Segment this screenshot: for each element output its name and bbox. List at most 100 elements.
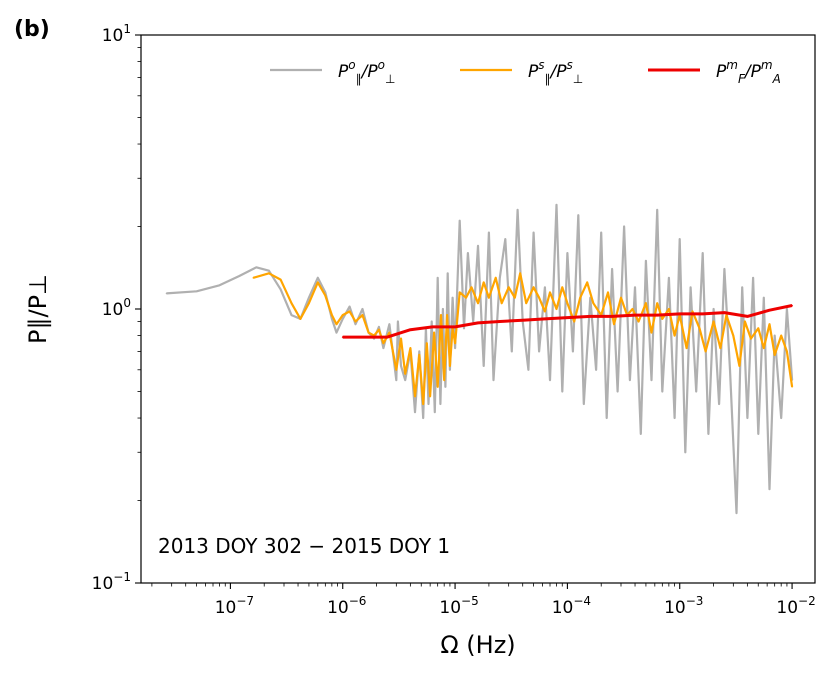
series-0-point — [729, 369, 731, 371]
series-0-point — [395, 379, 398, 381]
series-0-point — [504, 238, 507, 240]
series-2-point — [791, 304, 793, 307]
series-0-point — [668, 277, 670, 279]
series-1-point — [592, 302, 595, 305]
series-1-point — [290, 302, 293, 305]
series-1-point — [317, 281, 319, 284]
series-0-point — [458, 219, 461, 222]
series-1-point — [418, 354, 421, 356]
series-0-point — [439, 403, 442, 405]
legend-item-0: Po∥/Po⊥ — [270, 58, 395, 86]
series-0-point — [650, 379, 653, 381]
series-1-point — [704, 350, 707, 353]
legend-label: PmF/PmA — [716, 58, 781, 86]
series-1-point — [561, 286, 564, 289]
series-1-point — [409, 347, 412, 349]
series-2-point — [544, 318, 546, 320]
series-0-point — [238, 275, 241, 277]
x-axis-label: Ω (Hz) — [440, 631, 515, 659]
series-1-point — [378, 328, 380, 331]
x-tick-label: 10−3 — [664, 594, 703, 618]
series-2-point — [499, 320, 501, 323]
x-tick-label: 10−2 — [776, 594, 815, 618]
series-0-point — [279, 288, 282, 291]
series-1-point — [661, 318, 664, 320]
series-0-point — [673, 417, 676, 419]
series-0-point — [757, 433, 760, 435]
series-1-point — [566, 302, 569, 305]
panel-label: (b) — [14, 17, 50, 42]
series-0-point — [427, 403, 430, 405]
y-tick-label: 101 — [102, 22, 131, 46]
series-0-point — [454, 347, 456, 349]
series-1-point — [341, 314, 344, 316]
series-1-point — [465, 296, 467, 299]
series-1-point — [698, 327, 701, 330]
series-0-point — [661, 390, 664, 393]
series-1-point — [732, 334, 735, 337]
series-1-point — [607, 291, 609, 294]
series-0-point — [689, 286, 692, 289]
x-tick-label: 10−5 — [439, 594, 478, 618]
legend-item-1: Ps∥/Ps⊥ — [460, 58, 583, 86]
series-0-point — [492, 379, 495, 381]
series-0-point — [527, 369, 530, 371]
series-0-point — [763, 296, 765, 299]
series-1-point — [482, 281, 485, 284]
series-0-point — [434, 411, 436, 414]
series-0-point — [555, 204, 558, 206]
series-1-point — [763, 347, 765, 349]
series-0-point — [430, 320, 433, 323]
series-1-point — [429, 395, 431, 398]
series-1-point — [719, 347, 722, 349]
series-1-point — [422, 403, 425, 405]
y-tick-label: 100 — [102, 296, 131, 320]
series-1-point — [388, 331, 391, 334]
series-1-point — [544, 310, 546, 313]
series-0-point — [645, 260, 647, 262]
series-2-point — [678, 313, 681, 315]
series-1-point — [673, 334, 676, 337]
series-1-point — [620, 296, 622, 299]
series-2-point — [746, 315, 749, 318]
series-1-point — [538, 296, 540, 299]
series-0-point — [463, 327, 465, 330]
series-1-point — [354, 320, 357, 323]
series-0-point — [623, 225, 625, 228]
series-2-point — [723, 311, 726, 314]
series-0-point — [695, 390, 697, 393]
series-0-point — [723, 268, 726, 270]
series-2 — [341, 304, 793, 339]
series-1-point — [400, 337, 402, 340]
series-1-point — [691, 310, 694, 313]
series-0-point — [446, 272, 449, 275]
series-0-point — [451, 296, 454, 299]
series-0-point — [308, 296, 310, 299]
series-1-point — [477, 302, 479, 305]
series-1-point — [656, 302, 658, 305]
series-0-point — [701, 252, 704, 254]
series-2-point — [656, 314, 658, 316]
series-1-point — [791, 386, 793, 388]
series-0-point — [678, 238, 681, 240]
series-0-point — [780, 417, 782, 419]
series-0-point — [422, 417, 425, 419]
series-1-point — [768, 323, 771, 326]
series-0-line — [166, 203, 794, 515]
series-1-point — [573, 320, 575, 323]
series-0-point — [488, 231, 490, 234]
series-1-point — [488, 296, 490, 299]
y-axis-label: P∥/P⊥ — [24, 274, 52, 344]
series-1-point — [500, 302, 503, 305]
series-2-point — [521, 319, 524, 322]
series-1-point — [382, 342, 385, 345]
series-0-point — [511, 350, 513, 353]
x-tick-label: 10−4 — [552, 594, 591, 618]
series-0-point — [600, 231, 602, 234]
series-1-point — [252, 277, 255, 279]
series-0-point — [572, 350, 574, 353]
series-1-point — [786, 350, 788, 353]
series-0-point — [752, 277, 754, 279]
series-2-point — [386, 336, 389, 338]
series-1-point — [279, 278, 282, 281]
